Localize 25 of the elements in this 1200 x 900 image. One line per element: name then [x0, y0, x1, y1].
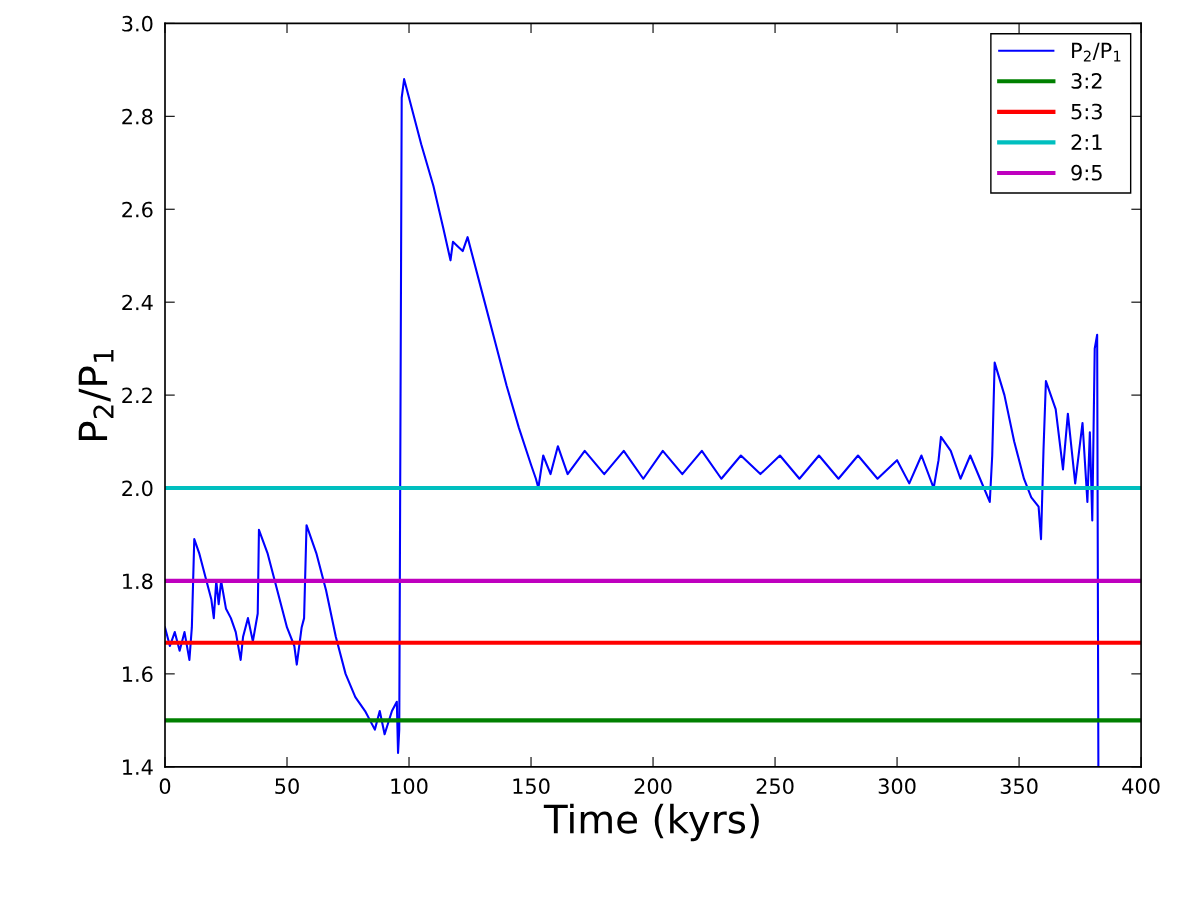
x-tick-label: 350 — [1000, 778, 1038, 795]
x-tick-label: 50 — [275, 778, 299, 795]
x-tick-label: 250 — [756, 778, 794, 795]
legend-label: 5:3 — [1071, 103, 1102, 120]
y-tick-label: 1.6 — [123, 666, 153, 683]
x-tick-label: 300 — [878, 778, 916, 795]
x-axis-title: Time (kyrs) — [543, 803, 759, 842]
y-tick-label: 2.0 — [122, 480, 153, 497]
legend-label: 2:1 — [1071, 134, 1102, 150]
y-tick-label: 1.8 — [123, 573, 153, 590]
x-tick-label: 400 — [1122, 778, 1160, 795]
y-tick-label: 3.0 — [122, 15, 153, 32]
y-tick-label: 1.4 — [123, 759, 153, 775]
x-tick-label: 150 — [513, 778, 550, 795]
y-axis-title: P$_{2}$/P$_{1}$ — [78, 349, 114, 441]
legend-label: 3:2 — [1071, 73, 1102, 89]
x-tick-label: 200 — [634, 778, 672, 795]
y-tick-label: 2.8 — [122, 108, 153, 125]
y-tick-label: 2.4 — [122, 294, 153, 311]
legend-label: P$_{2}$/P$_{1}$ — [1072, 42, 1121, 62]
y-tick-label: 2.6 — [122, 201, 153, 218]
x-tick-label: 100 — [391, 778, 428, 795]
x-tick-label: 0 — [159, 778, 171, 795]
y-tick-label: 2.2 — [122, 387, 152, 404]
legend-label: 9:5 — [1071, 164, 1102, 181]
